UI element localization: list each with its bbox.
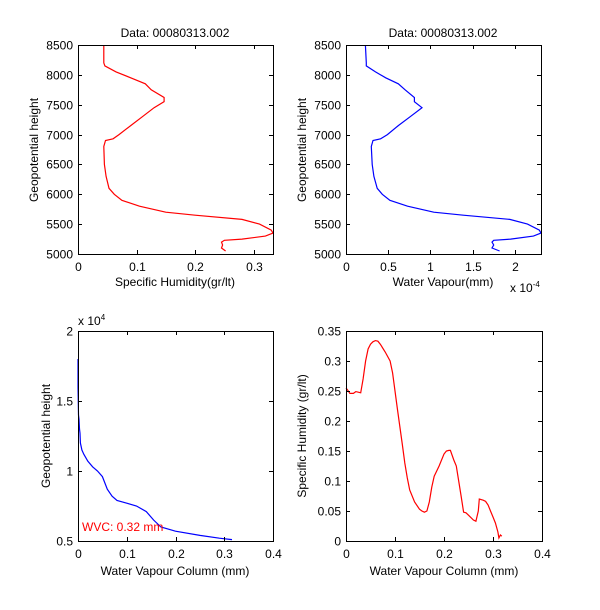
y-tick-label: 0.15 xyxy=(318,445,342,459)
y-exponent-power: 4 xyxy=(101,313,106,322)
x-exponent-label: x 10-4 xyxy=(510,280,540,295)
series-line-water-vapour-column xyxy=(77,359,233,541)
y-axis-label: Geopotential height xyxy=(39,383,53,488)
plot-area: 0 0.1 0.2 0.3 5000 5500 6000 6500 7000 7500 8000 85… xyxy=(46,39,274,274)
x-axis-label: Specific Humidity(gr/lt) xyxy=(115,275,235,289)
y-tick-label: 8000 xyxy=(46,69,73,83)
x-exponent-power: -4 xyxy=(533,280,541,289)
y-tick-label: 7500 xyxy=(314,99,341,113)
panel-bottom-left: 0 0.1 0.2 0.3 0.4 0.5 1 1.5 2 Water Vapour Colum… xyxy=(39,313,282,578)
y-tick-label: 5000 xyxy=(314,248,341,262)
panel-top-left: Data: 00080313.002 0 0.1 0.2 0.3 5000 5500 600… xyxy=(27,26,274,289)
x-tick-label: 0 xyxy=(343,260,350,274)
x-exponent-base: x 10 xyxy=(510,281,533,295)
axes-box xyxy=(78,45,274,255)
y-tick-label: 0.35 xyxy=(318,325,342,339)
y-tick-label: 5000 xyxy=(46,248,73,262)
x-tick-label: 0 xyxy=(75,260,82,274)
x-tick-label: 2 xyxy=(512,260,519,274)
x-axis-label: Water Vapour Column (mm) xyxy=(370,564,519,578)
y-tick-label: 5500 xyxy=(46,218,73,232)
y-tick-label: 0.25 xyxy=(318,385,342,399)
axes-box xyxy=(78,331,274,542)
y-tick-label: 8000 xyxy=(314,69,341,83)
plot-area: 0 0.1 0.2 0.3 0.4 0 0.05 0.1 0.15 0.2 0.25 0.3 0.35 xyxy=(318,325,552,562)
y-tick-label: 7000 xyxy=(314,129,341,143)
y-tick-label: 6500 xyxy=(314,158,341,172)
x-axis-label: Water Vapour Column (mm) xyxy=(101,564,250,578)
y-exponent-base: x 10 xyxy=(78,314,101,328)
x-tick-label: 0.1 xyxy=(387,547,404,561)
y-axis-label: Specific Humidity (gr/lt) xyxy=(295,374,309,497)
chart-title: Data: 00080313.002 xyxy=(389,26,498,40)
y-tick-label: 7500 xyxy=(46,99,73,113)
x-axis-label: Water Vapour(mm) xyxy=(393,275,494,289)
panel-bottom-right: 0 0.1 0.2 0.3 0.400.050.10.150.20.250.30.35 … xyxy=(295,325,551,579)
plot-area: 0 0.1 0.2 0.3 0.4 0.5 1 1.5 2 xyxy=(56,325,282,562)
chart-title: Data: 00080313.002 xyxy=(121,26,230,40)
x-tick-label: 0.2 xyxy=(436,547,453,561)
x-tick-label: 1.5 xyxy=(465,260,482,274)
y-tick-label: 6000 xyxy=(46,188,73,202)
y-tick-label: 6000 xyxy=(314,188,341,202)
x-tick-label: 0.3 xyxy=(246,260,263,274)
x-tick-label: 0.1 xyxy=(119,547,136,561)
x-tick-label: 0.4 xyxy=(265,547,282,561)
x-tick-label: 0.2 xyxy=(168,547,185,561)
y-tick-label: 8500 xyxy=(46,39,73,53)
axes-box xyxy=(346,331,543,542)
y-tick-label: 5500 xyxy=(314,218,341,232)
x-tick-label: 0.3 xyxy=(485,547,502,561)
y-tick-label: 1 xyxy=(66,465,73,479)
series-line-water-vapour xyxy=(364,44,542,252)
y-tick-label: 0.5 xyxy=(56,535,73,549)
y-tick-label: 0 xyxy=(334,535,341,549)
y-tick-label: 7000 xyxy=(46,129,73,143)
y-tick-label: 8500 xyxy=(314,39,341,53)
x-tick-label: 0.3 xyxy=(216,547,233,561)
y-tick-label: 6500 xyxy=(46,158,73,172)
axes-box xyxy=(346,45,542,255)
y-exponent-label: x 104 xyxy=(78,313,106,328)
x-tick-label: 0.1 xyxy=(129,260,146,274)
series-line-specific-humidity xyxy=(103,45,274,252)
x-tick-label: 0 xyxy=(343,547,350,561)
y-axis-label: Geopotential height xyxy=(27,97,41,202)
y-tick-label: 2 xyxy=(66,325,73,339)
plot-area: 0 0.5 1 1.5 2 5000 5500 6000 6500 7000 7500 8000 850… xyxy=(314,39,542,274)
y-tick-label: 0.1 xyxy=(324,475,341,489)
y-tick-label: 1.5 xyxy=(56,395,73,409)
series-line-sh-vs-wvc xyxy=(345,339,503,540)
x-tick-label: 0 xyxy=(75,547,82,561)
x-tick-label: 0.4 xyxy=(534,547,551,561)
panel-top-right: Data: 00080313.002 0 0.5 1 1.5 2 5000 5500 6000… xyxy=(295,26,542,295)
x-tick-label: 0.5 xyxy=(380,260,397,274)
y-tick-label: 0.3 xyxy=(324,355,341,369)
y-axis-label: Geopotential height xyxy=(295,97,309,202)
x-tick-label: 0.2 xyxy=(187,260,204,274)
wvc-annotation: WVC: 0.32 mm xyxy=(82,520,163,534)
y-tick-label: 0.05 xyxy=(318,505,342,519)
x-tick-label: 1 xyxy=(427,260,434,274)
y-tick-label: 0.2 xyxy=(324,415,341,429)
